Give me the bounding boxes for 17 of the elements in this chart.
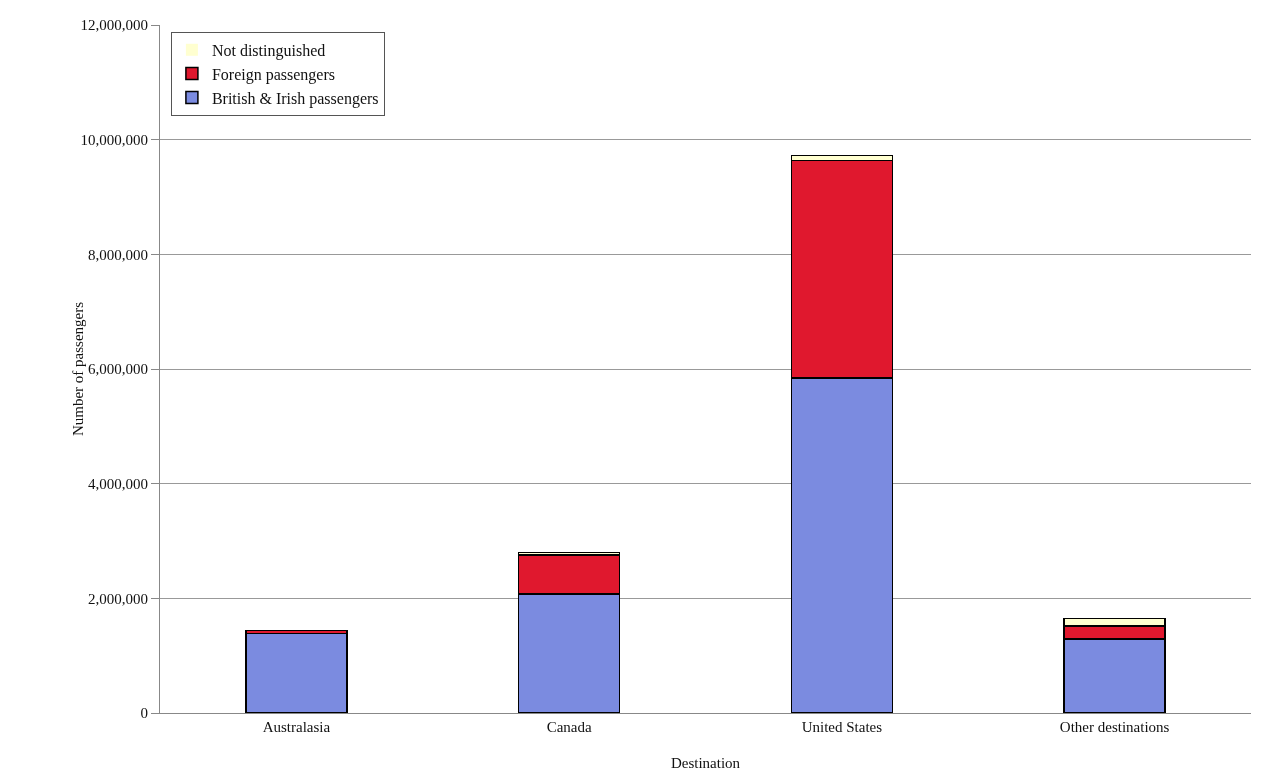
y-tick-label: 0 xyxy=(140,705,148,722)
y-tick-label: 10,000,000 xyxy=(80,131,148,148)
x-tick-label: United States xyxy=(801,719,883,735)
legend-label: Not distinguished xyxy=(211,42,326,61)
y-tick-label: 2,000,000 xyxy=(88,590,148,607)
x-axis-title: Destination xyxy=(670,755,741,771)
legend-label: Foreign passengers xyxy=(211,65,335,84)
legend-label: British & Irish passengers xyxy=(211,89,379,108)
y-tick-label: 6,000,000 xyxy=(88,361,148,378)
x-tick-label: Australasia xyxy=(262,719,331,735)
y-tick-label: 8,000,000 xyxy=(88,246,148,263)
bar xyxy=(245,632,348,713)
y-tick-label: 4,000,000 xyxy=(88,475,148,492)
y-tick-label: 12,000,000 xyxy=(80,17,148,34)
x-tick-label: Other destinations xyxy=(1059,719,1170,735)
y-axis-title: Number of passengers xyxy=(70,301,86,437)
x-tick-label: Canada xyxy=(546,719,592,735)
